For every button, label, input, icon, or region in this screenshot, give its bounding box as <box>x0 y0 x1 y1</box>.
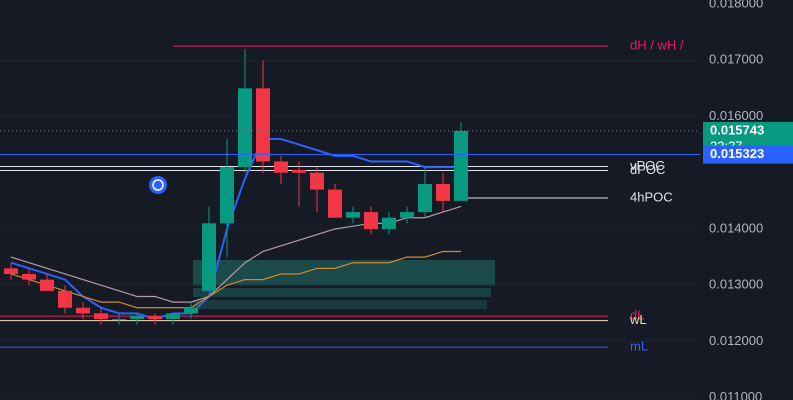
level-label: mL <box>630 339 648 354</box>
candle-body <box>202 223 216 291</box>
y-tick-label: 0.017000 <box>709 52 763 67</box>
profile-box <box>193 300 487 309</box>
y-tick-label: 0.013000 <box>709 277 763 292</box>
level-label: dH / wH / <box>630 38 684 53</box>
candle-body <box>382 217 396 229</box>
moving-average <box>10 250 461 309</box>
alarm-icon[interactable] <box>149 176 167 194</box>
alarm-face[interactable] <box>152 179 164 191</box>
candle-body <box>220 167 234 224</box>
candle-body <box>418 183 432 213</box>
candle-body <box>148 316 162 319</box>
level-label: wL <box>629 312 647 327</box>
level-label: vPOC <box>630 158 665 173</box>
candle-body <box>238 88 252 168</box>
candle-body <box>130 316 144 319</box>
level-label: dL <box>630 308 644 323</box>
candle-body <box>274 161 288 173</box>
y-tick-label: 0.016000 <box>709 108 763 123</box>
candle-body <box>292 169 306 173</box>
candle-body <box>328 189 342 218</box>
alarm-circle[interactable] <box>149 176 167 194</box>
y-tick-label: 0.018000 <box>709 0 763 10</box>
candle-body <box>58 290 72 308</box>
candle-body <box>184 307 198 314</box>
candle-body <box>400 212 414 218</box>
moving-average <box>10 137 461 321</box>
candle-body <box>454 130 468 201</box>
y-tick-label: 0.011000 <box>709 389 762 400</box>
candle-body <box>112 318 126 320</box>
candle-body <box>256 88 270 162</box>
candle-body <box>76 307 90 314</box>
volume-profile <box>193 260 495 309</box>
y-tick-label: 0.012000 <box>709 333 763 348</box>
profile-box <box>193 288 491 297</box>
candle-body <box>4 268 18 274</box>
candle-body <box>22 273 36 280</box>
candle-body <box>346 212 360 218</box>
y-tick-label: 0.014000 <box>709 220 763 235</box>
level-label: 4hPOC <box>630 189 673 204</box>
price-label: 0.015743 <box>710 122 764 137</box>
price-label-box <box>703 145 793 164</box>
level-label: dPOC <box>630 162 665 177</box>
candle-body <box>364 212 378 229</box>
candle-body <box>436 183 450 201</box>
price-label: 0.015323 <box>710 146 764 161</box>
candle-body <box>310 172 324 190</box>
candle-body <box>94 313 108 319</box>
candle-body <box>40 279 54 291</box>
candle-body <box>166 313 180 319</box>
